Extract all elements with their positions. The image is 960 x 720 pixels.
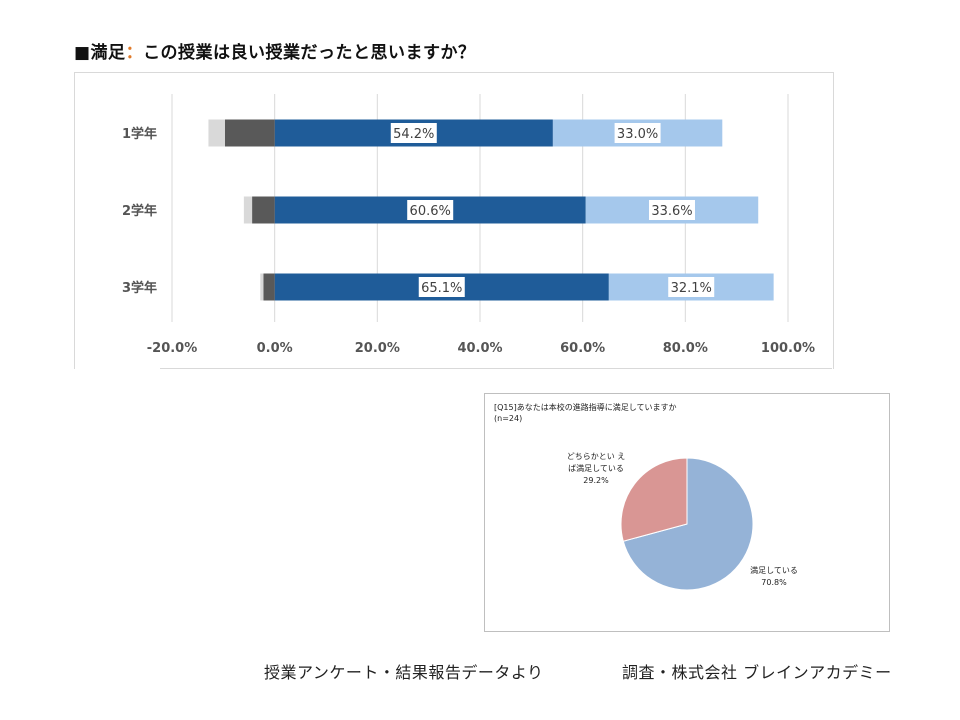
category-label: 2学年: [122, 203, 157, 219]
x-tick-label: 0.0%: [257, 341, 293, 356]
category-label: 3学年: [122, 280, 157, 296]
data-label: 33.6%: [651, 204, 692, 219]
category-label: 1学年: [122, 126, 157, 142]
bar-chart-frame: [74, 72, 834, 369]
data-label: 32.1%: [671, 281, 712, 296]
title-prefix: ■満足: [74, 43, 126, 63]
data-label-bg: [668, 277, 715, 297]
x-tick-label: 80.0%: [663, 341, 708, 356]
data-label: 65.1%: [421, 281, 462, 296]
source-note: 授業アンケート・結果報告データより: [264, 663, 544, 682]
x-tick-label: -20.0%: [147, 341, 198, 356]
data-label-bg: [407, 200, 454, 220]
data-label-bg: [418, 277, 465, 297]
x-tick-label: 20.0%: [355, 341, 400, 356]
data-label-bg: [390, 123, 437, 143]
x-tick-label: 100.0%: [761, 341, 815, 356]
pie-chart-frame: [484, 393, 890, 632]
data-label-bg: [648, 200, 695, 220]
pie-question: [Q15]あなたは本校の進路指導に満足していますか: [494, 403, 677, 412]
x-tick-label: 60.0%: [560, 341, 605, 356]
data-label: 33.0%: [617, 127, 658, 142]
bar-segment: [208, 119, 225, 147]
bar-chart: -20.0% 0.0% 20.0% 40.0% 60.0% 80.0% 100.0% 1学年 5…: [122, 94, 815, 356]
title-colon: ：: [125, 43, 144, 63]
credit-note: 調査・株式会社 ブレインアカデミー: [622, 663, 892, 682]
bar-segment: [243, 196, 253, 224]
data-label-bg: [614, 123, 661, 143]
bar-segment: [252, 196, 275, 224]
x-tick-label: 40.0%: [457, 341, 502, 356]
bar-chart-bottom-line: [160, 368, 832, 369]
bar-segment: [260, 273, 264, 301]
data-label: 54.2%: [393, 127, 434, 142]
data-label: 60.6%: [410, 204, 451, 219]
chart-title: ■満足：この授業は良い授業だったと思いますか？: [74, 38, 476, 63]
bar-segment: [263, 273, 275, 301]
bar-segment: [224, 119, 275, 147]
title-text: この授業は良い授業だったと思いますか？: [143, 43, 476, 63]
pie-sample-size: (n=24): [494, 414, 523, 423]
